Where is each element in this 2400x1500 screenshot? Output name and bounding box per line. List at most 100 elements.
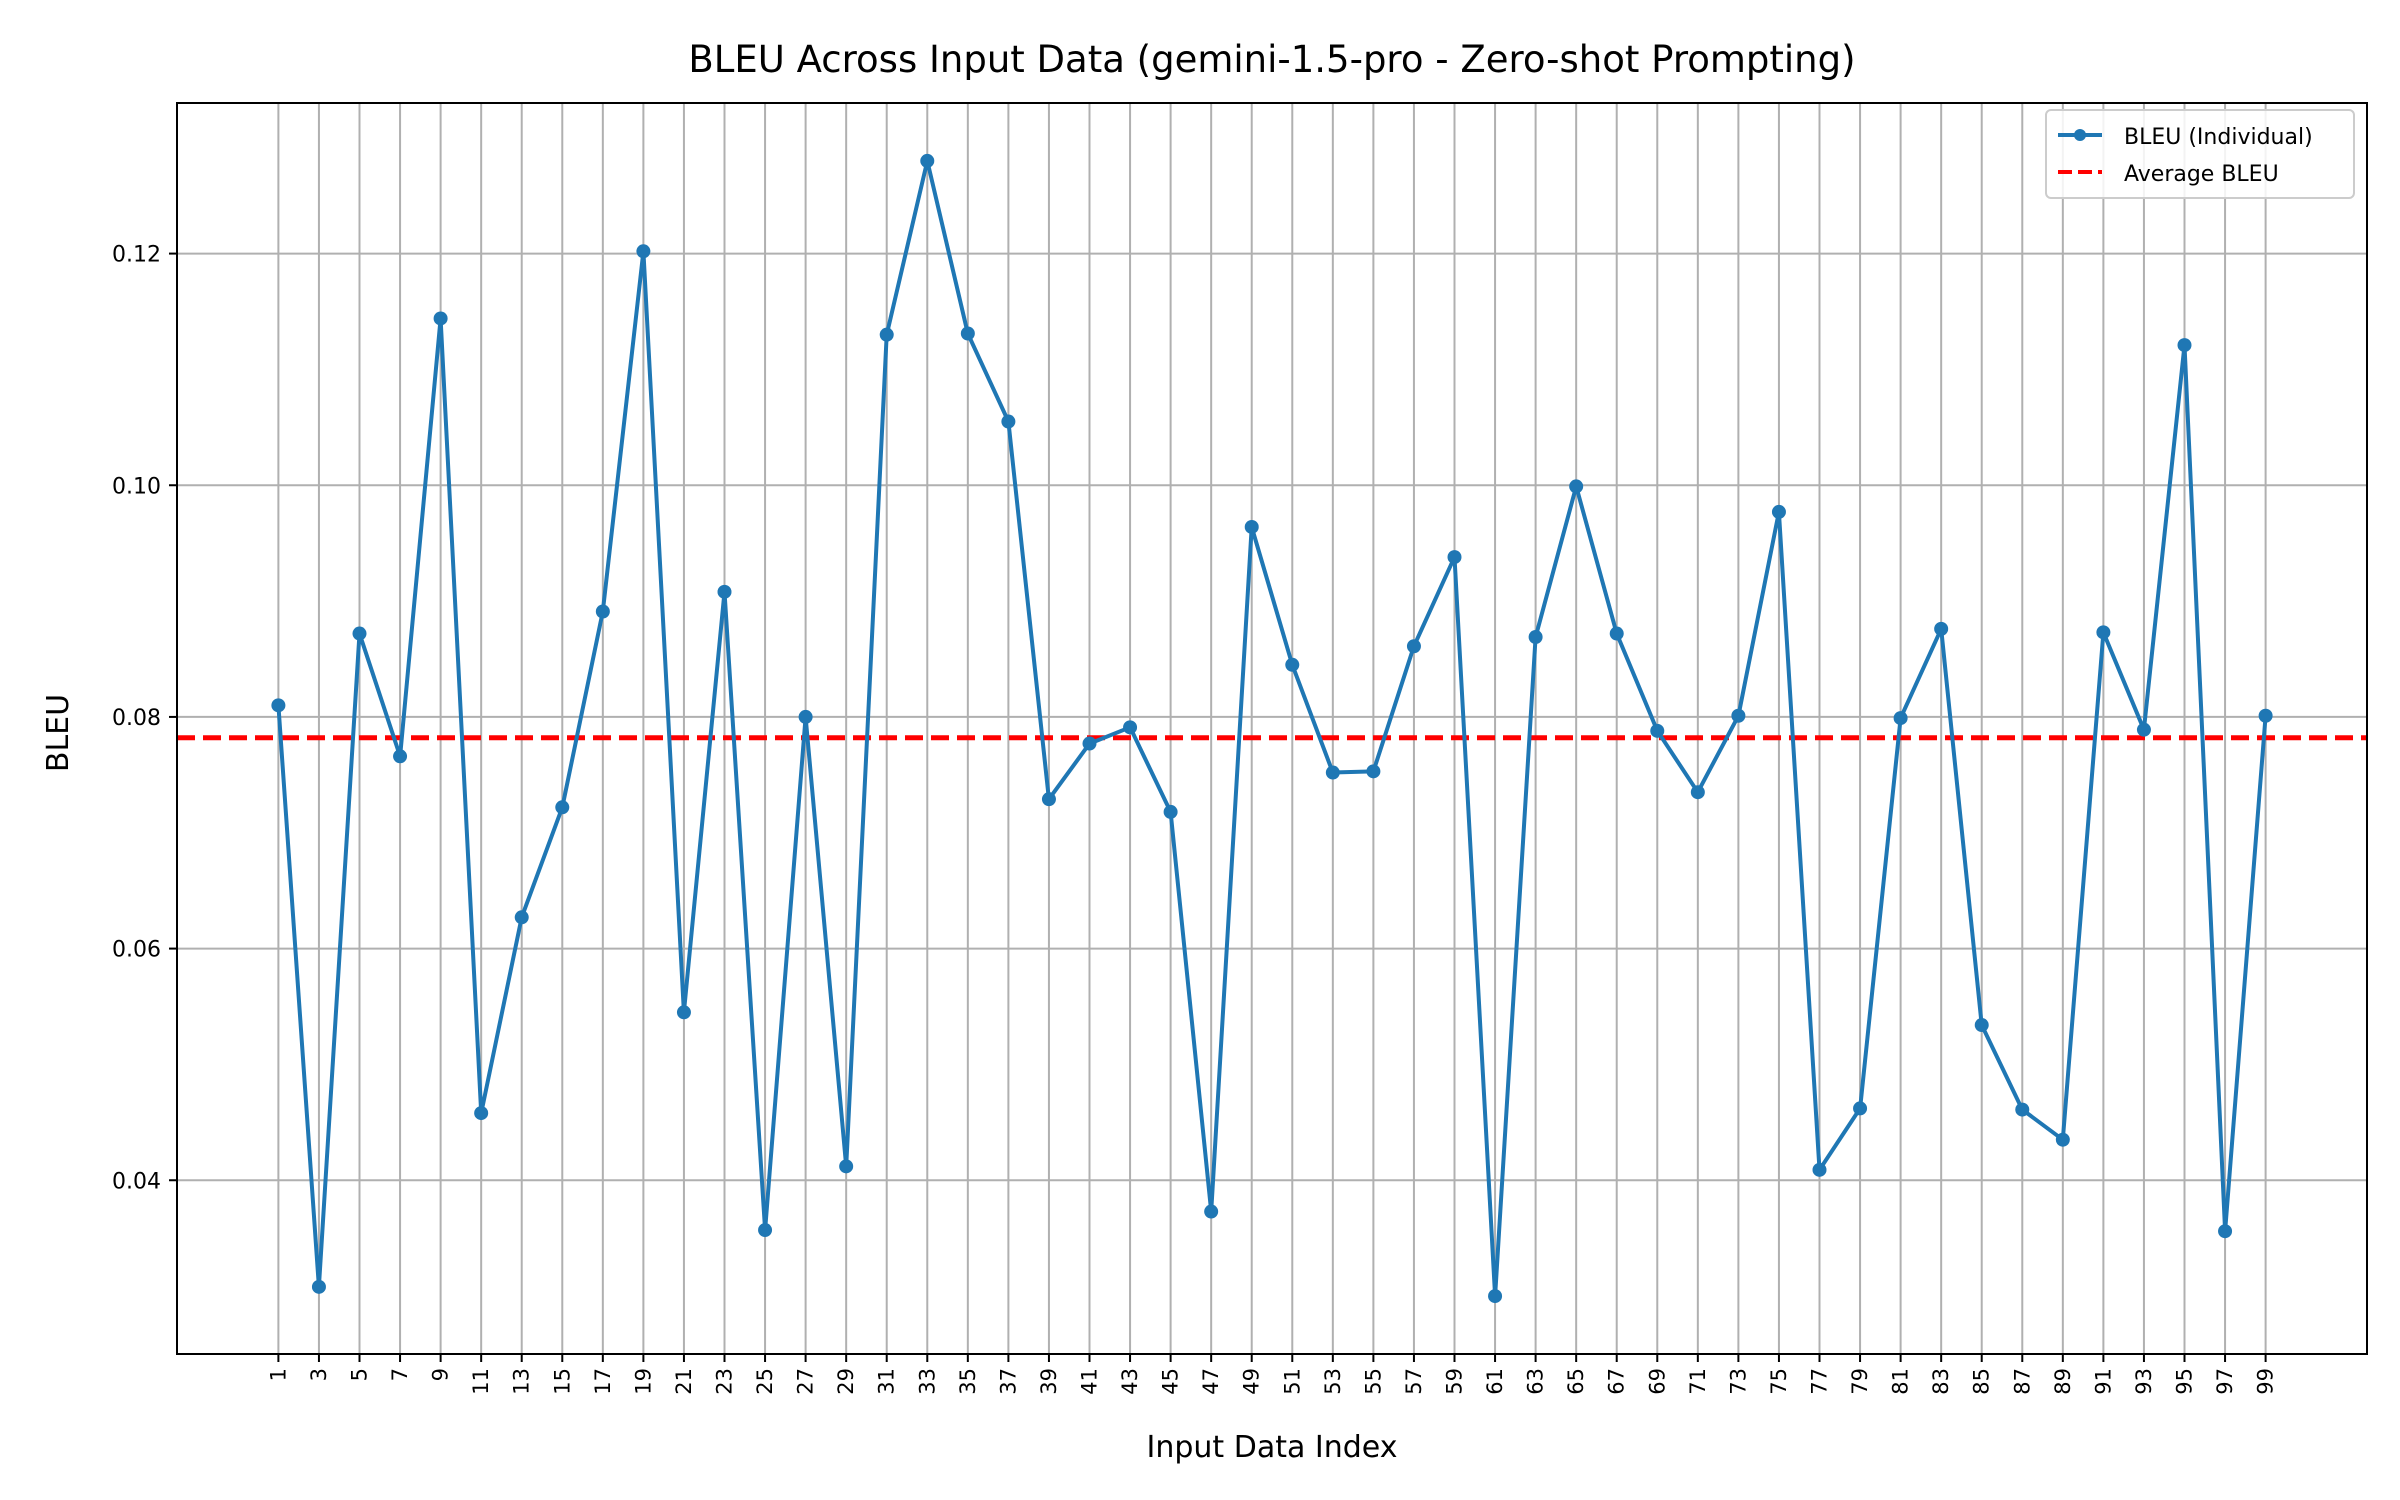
x-tick-label: 73	[1726, 1368, 1750, 1395]
legend-label-individual: BLEU (Individual)	[2124, 125, 2313, 150]
x-tick-label: 77	[1808, 1368, 1832, 1395]
bleu-point	[555, 800, 570, 815]
bleu-point	[717, 584, 732, 599]
bleu-point	[798, 709, 813, 724]
bleu-point	[1001, 414, 1016, 429]
x-tick-label: 31	[875, 1368, 899, 1395]
bleu-point	[1731, 708, 1746, 723]
legend: BLEU (Individual) Average BLEU	[2045, 109, 2355, 199]
bleu-point	[1893, 711, 1908, 726]
bleu-point	[1528, 629, 1543, 644]
x-tick-label: 27	[794, 1368, 818, 1395]
bleu-individual-line	[276, 158, 2268, 1299]
x-tick-label: 71	[1686, 1368, 1710, 1395]
legend-label-average: Average BLEU	[2124, 162, 2279, 187]
x-tick-label: 83	[1929, 1368, 1953, 1395]
bleu-point	[636, 244, 651, 259]
bleu-point	[1569, 479, 1584, 494]
bleu-point	[311, 1279, 326, 1294]
bleu-point	[1609, 626, 1624, 641]
y-tick-label: 0.04	[112, 1169, 161, 1194]
bleu-point	[514, 910, 529, 925]
x-tick-label: 13	[510, 1368, 534, 1395]
x-axis: 1 3 5 7 9 11 13 15 17 19 21 23 25 27 29 31 33 35 37 39 41 43 4…	[266, 1354, 2278, 1395]
bleu-point	[2136, 722, 2151, 737]
bleu-point	[2218, 1224, 2233, 1239]
x-tick-label: 51	[1280, 1368, 1304, 1395]
bleu-point	[2015, 1102, 2030, 1117]
x-tick-label: 49	[1240, 1368, 1264, 1395]
x-tick-label: 79	[1848, 1368, 1872, 1395]
bleu-point	[271, 698, 286, 713]
bleu-point	[1285, 657, 1300, 672]
bleu-point	[1447, 550, 1462, 565]
x-tick-label: 67	[1605, 1368, 1629, 1395]
x-tick-label: 97	[2213, 1368, 2237, 1395]
x-tick-label: 9	[429, 1368, 453, 1381]
x-tick-label: 43	[1118, 1368, 1142, 1395]
x-tick-label: 3	[307, 1368, 331, 1381]
x-tick-label: 5	[348, 1368, 372, 1381]
series-layer	[271, 153, 2273, 1304]
x-tick-label: 33	[915, 1368, 939, 1395]
x-tick-label: 25	[753, 1368, 777, 1395]
x-tick-label: 93	[2132, 1368, 2156, 1395]
x-tick-label: 47	[1199, 1368, 1223, 1395]
bleu-point	[352, 626, 367, 641]
bleu-point	[920, 153, 935, 168]
bleu-point	[1041, 792, 1056, 807]
plot-frame	[176, 102, 2368, 1355]
x-tick-label: 81	[1889, 1368, 1913, 1395]
x-tick-label: 37	[996, 1368, 1020, 1395]
x-tick-label: 39	[1037, 1368, 1061, 1395]
bleu-point	[1934, 621, 1949, 636]
bleu-point	[2258, 708, 2273, 723]
bleu-point	[1974, 1018, 1989, 1033]
bleu-point	[393, 749, 408, 764]
legend-box	[2045, 109, 2355, 199]
x-tick-label: 87	[2010, 1368, 2034, 1395]
x-tick-label: 17	[591, 1368, 615, 1395]
bleu-point	[2096, 625, 2111, 640]
bleu-point	[2177, 338, 2192, 353]
x-tick-label: 23	[713, 1368, 737, 1395]
x-tick-label: 91	[2091, 1368, 2115, 1395]
bleu-point	[1082, 736, 1097, 751]
bleu-point	[595, 604, 610, 619]
legend-marker-individual	[2074, 129, 2086, 141]
bleu-point	[1163, 804, 1178, 819]
bleu-point	[1488, 1289, 1503, 1304]
x-tick-label: 19	[631, 1368, 655, 1395]
x-axis-label: Input Data Index	[1147, 1430, 1398, 1465]
bleu-point	[676, 1005, 691, 1020]
x-tick-label: 29	[834, 1368, 858, 1395]
y-axis-label: BLEU	[41, 694, 76, 772]
bleu-point	[1366, 764, 1381, 779]
x-tick-label: 7	[388, 1368, 412, 1381]
y-tick-label: 0.06	[112, 938, 161, 963]
chart-title: BLEU Across Input Data (gemini-1.5-pro -…	[688, 38, 1855, 81]
bleu-point	[879, 327, 894, 342]
y-tick-label: 0.10	[112, 474, 161, 499]
x-tick-label: 11	[469, 1368, 493, 1395]
bleu-point	[433, 311, 448, 326]
x-tick-label: 59	[1443, 1368, 1467, 1395]
x-tick-label: 75	[1767, 1368, 1791, 1395]
bleu-point	[1650, 723, 1665, 738]
x-tick-label: 41	[1078, 1368, 1102, 1395]
bleu-point	[1244, 519, 1259, 534]
x-tick-label: 69	[1645, 1368, 1669, 1395]
x-tick-label: 85	[1970, 1368, 1994, 1395]
x-tick-label: 35	[956, 1368, 980, 1395]
bleu-point	[1853, 1101, 1868, 1116]
x-tick-label: 1	[266, 1368, 290, 1381]
bleu-point	[1812, 1162, 1827, 1177]
bleu-point	[1771, 504, 1786, 519]
bleu-point	[1690, 785, 1705, 800]
bleu-point	[1325, 765, 1340, 780]
x-tick-label: 95	[2173, 1368, 2197, 1395]
y-tick-label: 0.12	[112, 243, 161, 268]
x-tick-label: 45	[1159, 1368, 1183, 1395]
bleu-point	[839, 1159, 854, 1174]
